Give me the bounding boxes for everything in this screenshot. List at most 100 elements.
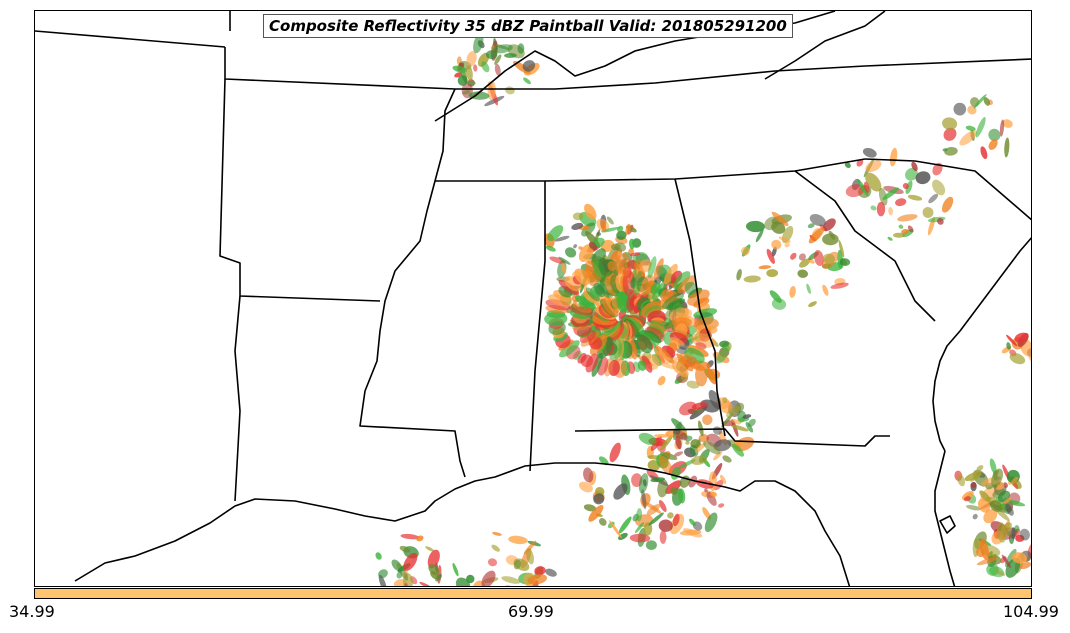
reflectivity-blob — [686, 380, 700, 389]
reflectivity-blob — [980, 146, 988, 160]
reflectivity-blob — [717, 503, 725, 508]
reflectivity-blob — [534, 566, 546, 576]
reflectivity-blob — [676, 430, 688, 441]
reflectivity-blob — [901, 228, 909, 235]
reflectivity-blob — [473, 33, 484, 54]
reflectivity-blob — [549, 256, 565, 264]
reflectivity-blob — [403, 583, 408, 586]
reflectivity-blob — [648, 512, 664, 526]
reflectivity-blob — [559, 340, 580, 358]
reflectivity-blob — [697, 420, 704, 437]
reflectivity-blob — [685, 440, 690, 445]
reflectivity-blob — [643, 522, 653, 536]
reflectivity-blob — [492, 44, 513, 54]
reflectivity-blob — [578, 481, 593, 493]
reflectivity-blob — [659, 530, 667, 544]
reflectivity-blob — [492, 531, 502, 536]
reflectivity-blob — [976, 557, 997, 566]
reflectivity-blob — [845, 183, 865, 198]
reflectivity-blob — [641, 355, 653, 373]
reflectivity-blob — [588, 241, 598, 251]
reflectivity-blob — [973, 94, 987, 109]
reflectivity-blob — [548, 294, 572, 307]
reflectivity-blob — [741, 246, 750, 256]
reflectivity-blob — [616, 230, 627, 240]
reflectivity-blob — [558, 256, 571, 265]
reflectivity-blob — [1006, 342, 1011, 350]
reflectivity-blob — [742, 414, 752, 419]
reflectivity-blob — [513, 559, 522, 570]
reflectivity-blob — [976, 465, 984, 472]
reflectivity-blob — [572, 212, 584, 221]
reflectivity-blob — [722, 397, 728, 404]
state-line-ar-la — [219, 78, 381, 302]
reflectivity-blob — [746, 220, 765, 233]
reflectivity-blob — [578, 244, 594, 262]
reflectivity-blob — [963, 496, 971, 502]
reflectivity-blob — [673, 271, 691, 290]
reflectivity-blob — [523, 77, 531, 85]
reflectivity-blob — [970, 482, 977, 489]
reflectivity-blob — [706, 491, 717, 506]
reflectivity-blob — [882, 187, 899, 200]
reflectivity-blob — [898, 224, 904, 229]
reflectivity-blob — [677, 358, 694, 372]
reflectivity-blob — [844, 162, 851, 169]
reflectivity-blob — [599, 456, 609, 466]
reflectivity-blob — [887, 236, 893, 241]
reflectivity-blob — [466, 51, 477, 67]
reflectivity-blob — [688, 518, 696, 526]
reflectivity-blob — [897, 214, 918, 222]
reflectivity-blob — [799, 258, 811, 268]
reflectivity-blob — [736, 269, 742, 281]
reflectivity-blob — [673, 451, 684, 457]
reflectivity-blob — [675, 435, 682, 450]
reflectivity-blob — [665, 480, 682, 494]
reflectivity-blob — [679, 401, 697, 416]
state-line-tx-la — [234, 295, 241, 502]
reflectivity-blob — [596, 232, 602, 236]
reflectivity-blob — [1011, 552, 1028, 564]
reflectivity-blob — [416, 535, 424, 542]
reflectivity-blob — [430, 571, 439, 580]
reflectivity-blob — [953, 102, 967, 116]
state-line-ok-ar — [35, 30, 226, 48]
reflectivity-blob — [988, 128, 1001, 142]
reflectivity-blob — [693, 297, 710, 308]
reflectivity-blob — [565, 247, 577, 258]
reflectivity-blob — [634, 522, 645, 533]
reflectivity-blob — [683, 528, 703, 538]
reflectivity-blob — [547, 225, 564, 242]
reflectivity-blob — [814, 249, 824, 267]
reflectivity-blob — [966, 505, 982, 511]
reflectivity-blob — [857, 179, 869, 197]
reflectivity-blob — [481, 61, 490, 73]
lake-okeechobee — [939, 515, 956, 534]
reflectivity-blob — [876, 201, 886, 217]
reflectivity-blob — [983, 509, 998, 524]
reflectivity-blob — [766, 269, 779, 278]
reflectivity-blob — [839, 258, 851, 266]
reflectivity-blob — [943, 127, 957, 141]
reflectivity-blob — [730, 424, 749, 432]
reflectivity-blob — [964, 471, 981, 482]
reflectivity-blob — [647, 256, 657, 279]
reflectivity-blob — [667, 512, 674, 519]
reflectivity-blob — [970, 473, 982, 482]
reflectivity-blob — [613, 483, 628, 500]
reflectivity-blob — [822, 284, 829, 296]
reflectivity-blob — [611, 243, 621, 251]
reflectivity-blob — [809, 214, 826, 227]
reflectivity-blob — [959, 130, 977, 146]
reflectivity-blob — [628, 238, 636, 250]
reflectivity-blob — [427, 549, 440, 569]
reflectivity-blob — [583, 504, 597, 512]
state-boundaries — [35, 11, 1031, 586]
reflectivity-blob — [862, 147, 877, 158]
reflectivity-blob — [957, 474, 966, 487]
reflectivity-blob — [457, 75, 468, 86]
reflectivity-blob — [830, 282, 849, 289]
reflectivity-blob — [599, 518, 607, 526]
reflectivity-blob — [425, 546, 435, 552]
reflectivity-blob — [807, 223, 815, 229]
